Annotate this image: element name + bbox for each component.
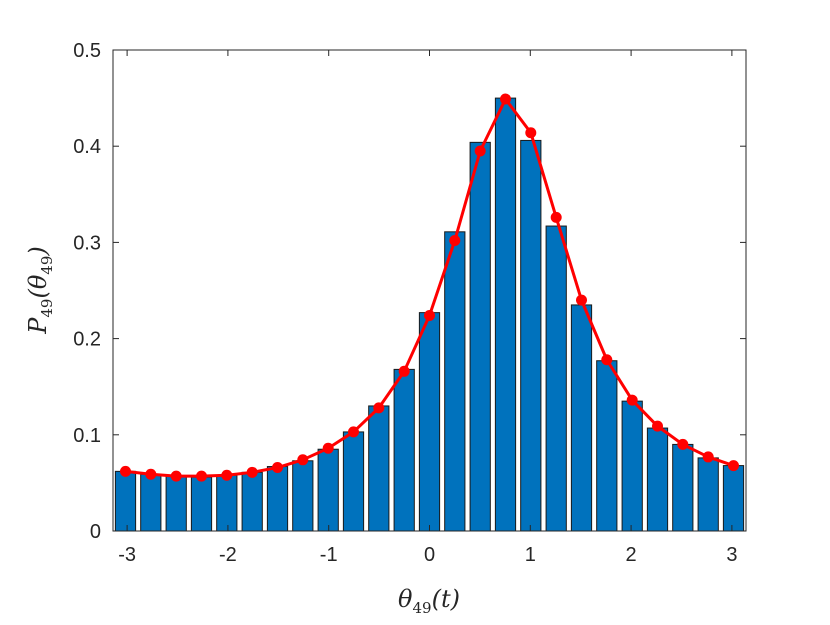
data-point: [500, 93, 512, 105]
x-tick-label: -3: [118, 544, 136, 566]
x-tick-label: 1: [525, 544, 536, 566]
bar: [317, 448, 339, 532]
bar: [216, 474, 238, 532]
bar: [520, 139, 542, 532]
bar: [266, 466, 289, 532]
data-point: [424, 310, 435, 322]
data-point: [728, 460, 740, 472]
bar: [165, 475, 187, 532]
bar: [722, 465, 745, 532]
y-axis: 0 0.1 0.2 0.3 0.4 0.5: [73, 40, 746, 543]
data-point: [474, 145, 486, 157]
y-tick-label: 0.3: [73, 232, 101, 254]
data-point: [246, 466, 258, 478]
data-point: [119, 465, 131, 477]
data-point: [373, 402, 385, 414]
bar: [444, 231, 466, 532]
data-point: [297, 454, 309, 466]
data-point: [702, 451, 714, 463]
data-point: [145, 468, 157, 480]
bar: [646, 427, 669, 532]
x-tick-label: 0: [424, 544, 435, 566]
bar: [570, 304, 593, 532]
data-point: [601, 354, 613, 366]
y-tick-label: 0: [90, 521, 101, 543]
data-point: [576, 294, 588, 306]
bar: [469, 141, 491, 532]
bar: [114, 470, 137, 532]
bar: [672, 443, 694, 532]
data-point: [347, 426, 359, 438]
bar: [292, 460, 314, 532]
data-point: [449, 234, 461, 246]
data-point: [398, 365, 410, 377]
bar: [697, 457, 719, 532]
bar: [545, 225, 567, 532]
bar: [418, 312, 441, 532]
data-point: [170, 470, 182, 482]
data-point: [677, 438, 689, 450]
bar: [368, 405, 390, 532]
data-point: [322, 442, 334, 454]
bar: [621, 400, 643, 532]
y-tick-label: 0.1: [73, 425, 101, 447]
y-axis-label: P49(θ49): [24, 246, 56, 335]
data-point: [550, 211, 562, 223]
bar: [241, 471, 263, 532]
data-point: [221, 469, 233, 481]
y-tick-label: 0.2: [73, 329, 101, 351]
data-point: [626, 394, 638, 406]
data-point: [195, 470, 207, 482]
x-axis-label: θ49(t): [398, 585, 460, 617]
y-tick-label: 0.5: [73, 40, 101, 62]
y-tick-label: 0.4: [73, 136, 101, 158]
data-point: [652, 420, 664, 432]
bar: [342, 431, 365, 532]
x-axis: -3 -2 -1 0 1 2 3: [118, 50, 737, 566]
bar: [393, 368, 415, 532]
x-tick-label: 3: [726, 544, 737, 566]
x-tick-label: 2: [626, 544, 637, 566]
x-tick-label: -1: [320, 544, 338, 566]
bars: [114, 97, 745, 532]
data-point: [271, 462, 283, 474]
bar: [190, 476, 213, 532]
bar: [596, 360, 618, 532]
x-tick-label: -2: [219, 544, 237, 566]
line-series: [119, 93, 740, 482]
bar: [494, 97, 517, 532]
bar: [140, 473, 162, 532]
data-point: [525, 127, 537, 139]
